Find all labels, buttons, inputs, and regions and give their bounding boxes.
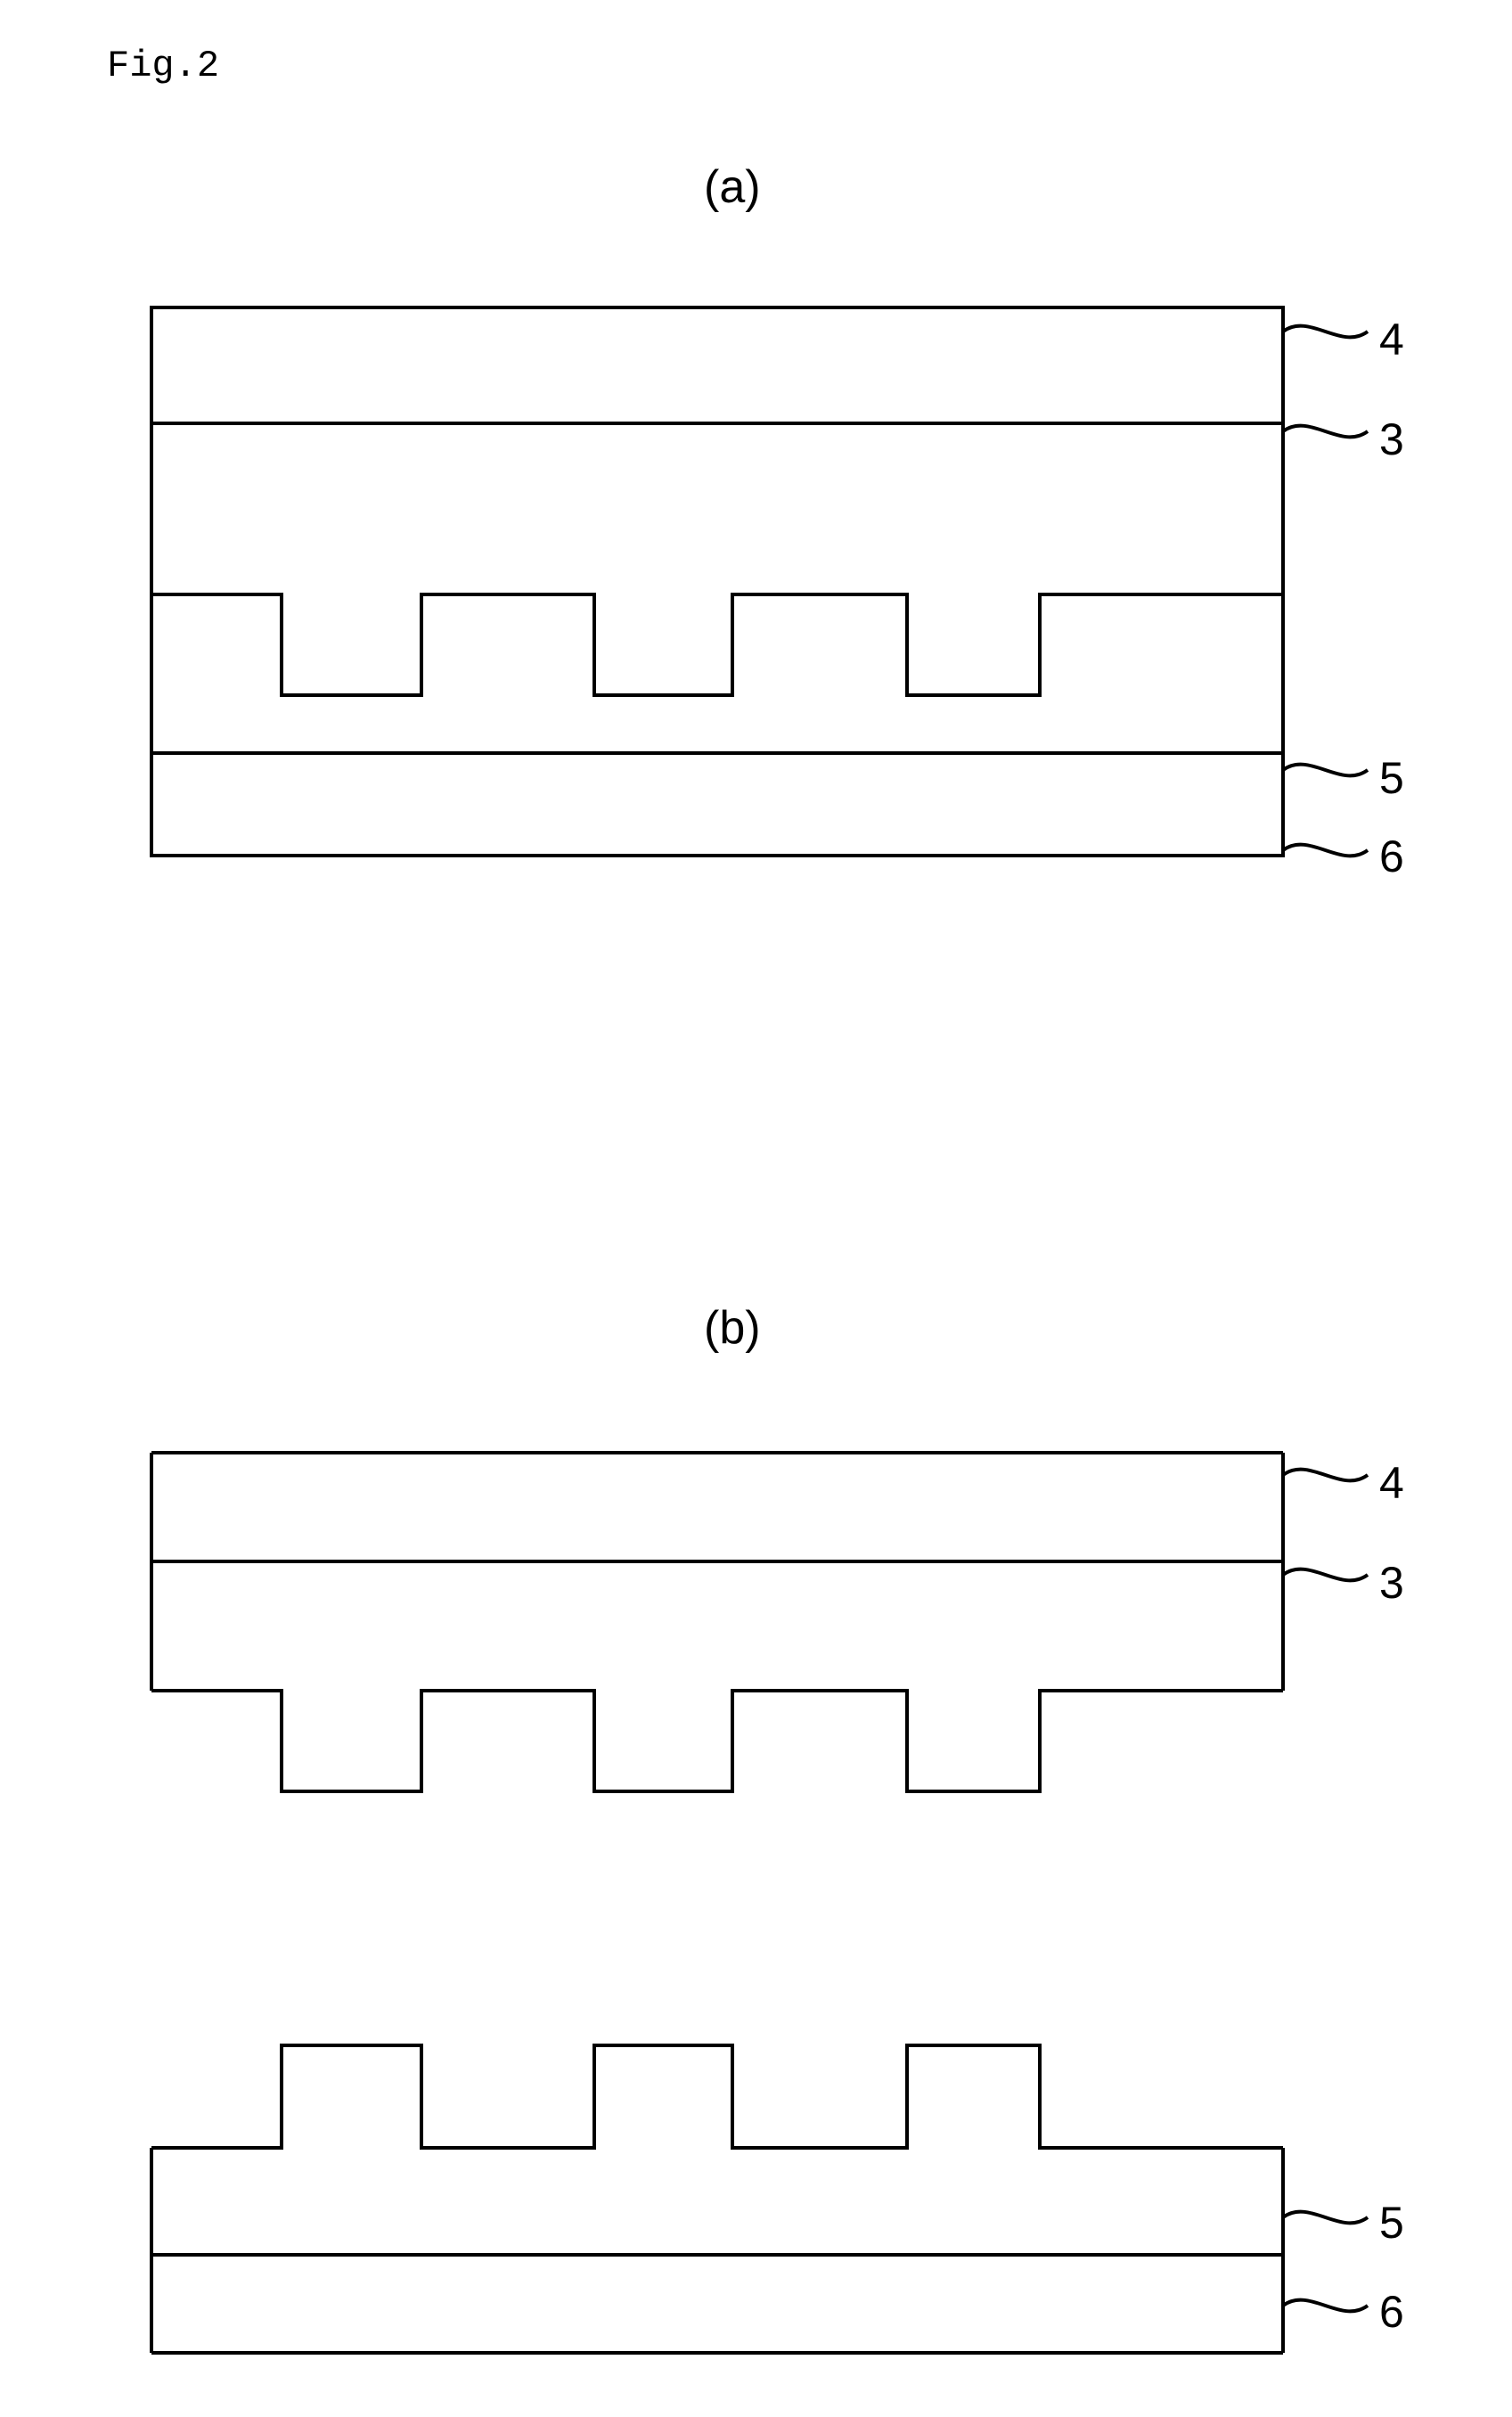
callout-a-5: 5 (1379, 752, 1404, 804)
diagram-svg (0, 0, 1512, 2417)
callout-b-upper-3: 3 (1379, 1557, 1404, 1609)
callout-a-6: 6 (1379, 831, 1404, 882)
callout-a-4: 4 (1379, 314, 1404, 365)
callout-b-lower-5: 5 (1379, 2197, 1404, 2249)
callout-a-3: 3 (1379, 414, 1404, 465)
callout-b-upper-4: 4 (1379, 1457, 1404, 1509)
callout-b-lower-6: 6 (1379, 2286, 1404, 2338)
